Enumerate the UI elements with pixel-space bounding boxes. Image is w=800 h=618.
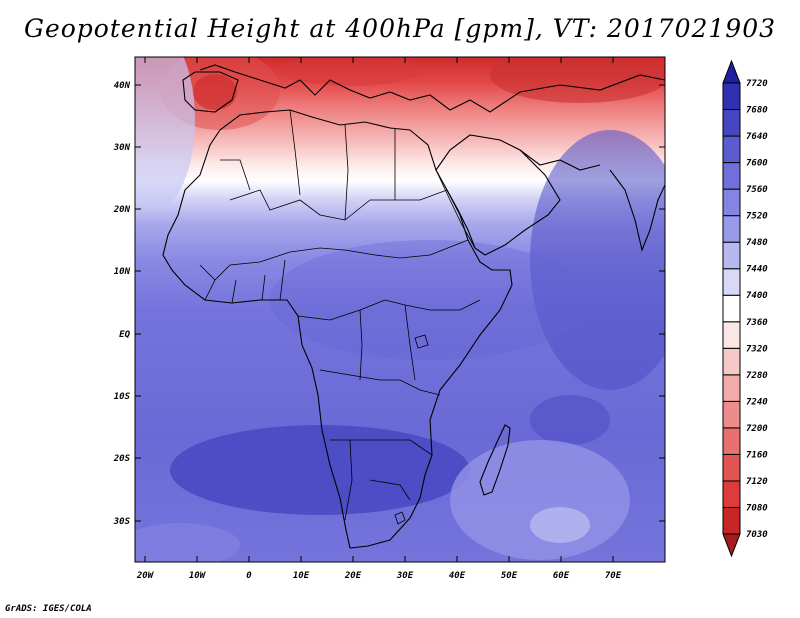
colorbar-label: 7080 [746, 503, 768, 513]
lat-label: 40N [114, 81, 131, 91]
europe-coast [199, 64, 665, 113]
colorbar-label: 7640 [746, 132, 768, 142]
colorbar-label: 7600 [746, 159, 768, 169]
colorbar-box [722, 453, 741, 482]
colorbar-label: 7680 [746, 106, 768, 116]
colorbar-label: 7560 [746, 185, 768, 195]
colorbar-label: 7320 [746, 344, 768, 354]
lesotho-outline [394, 511, 406, 525]
lat-label: 20S [113, 454, 131, 464]
lat-label: EQ [119, 330, 130, 340]
colorbar-box [722, 506, 741, 535]
map-frame [134, 56, 666, 563]
colorbar-label: 7720 [746, 79, 768, 89]
colorbar-box [722, 400, 741, 429]
coastlines [162, 64, 665, 549]
height-field [135, 57, 665, 562]
lon-label: 60E [553, 571, 570, 581]
lon-label: 40E [449, 571, 466, 581]
lat-label: 30N [113, 143, 131, 153]
lon-label: 10E [293, 571, 310, 581]
colorbar-box [722, 188, 741, 217]
map-title: Geopotential Height at 400hPa [gpm], VT:… [23, 14, 777, 43]
lon-label: 20E [344, 571, 362, 581]
lon-label: 0 [246, 571, 252, 581]
colorbar-arrow-low [722, 533, 741, 558]
lat-label: 10N [114, 267, 131, 277]
colorbar-label: 7160 [746, 450, 768, 460]
colorbar-box [722, 347, 741, 376]
colorbar-label: 7200 [746, 424, 768, 434]
longitude-axis: 20W 10W 0 10E 20E 30E 40E 50E 60E 70E [136, 57, 622, 581]
colorbar: 7030 7080 7120 7160 7200 7240 7280 7320 7360 7400… [722, 59, 768, 558]
colorbar-label: 7240 [746, 397, 768, 407]
lat-label: 30S [113, 517, 131, 527]
colorbar-box [722, 294, 741, 323]
colorbar-box [722, 135, 741, 164]
colorbar-box [722, 268, 741, 296]
colorbar-box [722, 374, 741, 402]
lon-label: 70E [605, 571, 622, 581]
india-outline [609, 169, 665, 252]
lon-label: 10W [189, 571, 207, 581]
persian-gulf [519, 149, 601, 171]
colorbar-label: 7440 [746, 265, 768, 275]
colorbar-arrow-high [722, 59, 741, 84]
colorbar-label: 7520 [746, 212, 768, 222]
lat-label: 20N [113, 205, 131, 215]
colorbar-label: 7480 [746, 238, 768, 248]
lon-label: 50E [501, 571, 518, 581]
colorbar-label: 7280 [746, 371, 768, 381]
grads-credit: GrADS: IGES/COLA [5, 604, 92, 614]
lake-victoria [414, 334, 429, 349]
colorbar-box [722, 109, 741, 137]
colorbar-box [722, 480, 741, 508]
colorbar-label: 7360 [746, 318, 768, 328]
colorbar-box [722, 321, 741, 349]
lon-label: 30E [396, 571, 414, 581]
colorbar-label: 7030 [746, 530, 768, 540]
colorbar-box [722, 215, 741, 243]
colorbar-label: 7400 [746, 291, 768, 301]
red-sea-coast [435, 169, 476, 249]
colorbar-box [722, 162, 741, 190]
africa-coastline [162, 109, 513, 549]
latitude-axis: 40N 30N 20N 10N EQ 10S 20S 30S [113, 81, 665, 527]
colorbar-box [722, 241, 741, 270]
lat-label: 10S [114, 392, 131, 402]
arabia-outline [435, 134, 561, 256]
lon-label: 20W [136, 571, 155, 581]
colorbar-label: 7120 [746, 477, 768, 487]
colorbar-box [722, 82, 741, 111]
madagascar-outline [479, 424, 511, 496]
iberia-outline [182, 71, 239, 113]
colorbar-box [722, 427, 741, 455]
